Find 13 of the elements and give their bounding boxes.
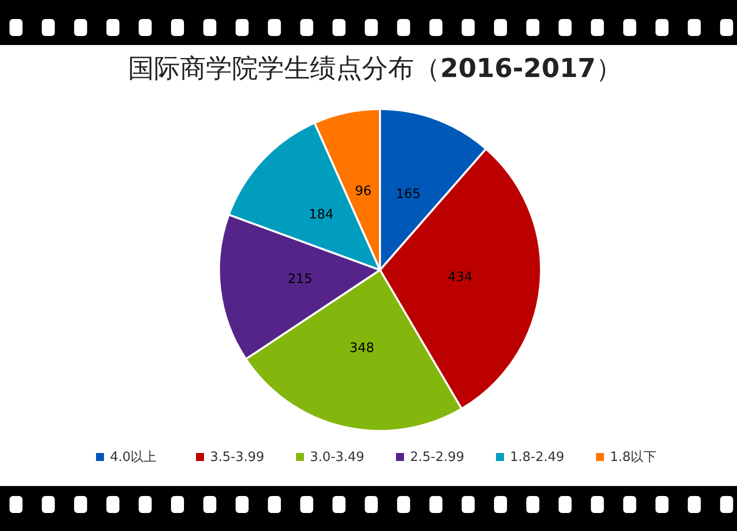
data-label: 184 bbox=[308, 208, 334, 223]
data-label: 96 bbox=[355, 184, 372, 199]
data-label: 165 bbox=[396, 187, 421, 202]
legend-label: 2.5-2.99 bbox=[410, 450, 464, 464]
data-label: 215 bbox=[288, 272, 312, 287]
data-label: 434 bbox=[448, 270, 473, 286]
legend-label: 4.0以上 bbox=[110, 449, 157, 466]
data-label: 348 bbox=[350, 340, 374, 356]
legend-label: 3.0-3.49 bbox=[310, 450, 364, 464]
legend-label: 1.8-2.49 bbox=[510, 450, 564, 464]
legend-label: 3.5-3.99 bbox=[210, 450, 264, 464]
legend-label: 1.8以下 bbox=[610, 449, 657, 466]
chart-title: 国际商学院学生绩点分布（2016-2017） bbox=[128, 54, 622, 84]
